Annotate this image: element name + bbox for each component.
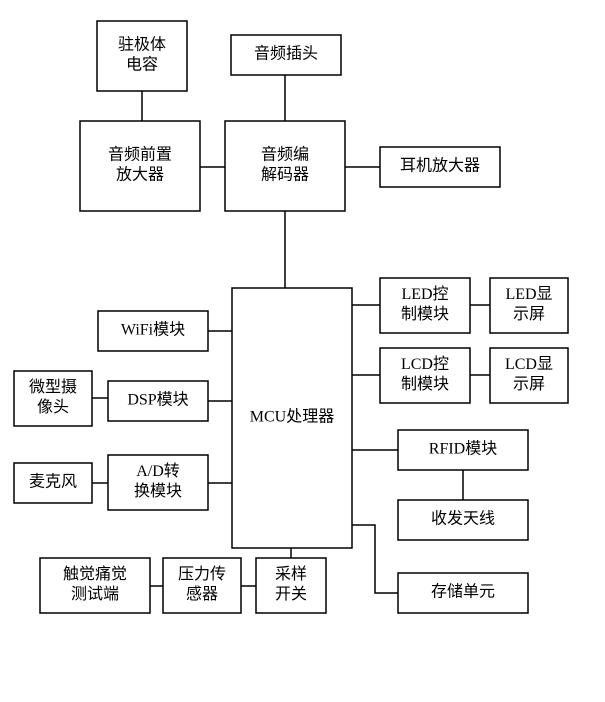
node-label: 音频插头: [254, 45, 318, 63]
node-led_disp: LED显示屏: [490, 278, 568, 333]
node-dsp: DSP模块: [108, 381, 208, 421]
node-label: 微型摄: [29, 378, 77, 396]
node-label: LCD控: [401, 355, 449, 373]
node-label: 麦克风: [29, 473, 77, 491]
node-label: 开关: [275, 585, 307, 603]
node-label: LCD显: [505, 356, 553, 373]
node-audio_plug: 音频插头: [231, 35, 341, 75]
node-label: 收发天线: [431, 510, 495, 528]
node-label: 换模块: [134, 482, 182, 500]
node-led_ctrl: LED控制模块: [380, 278, 470, 333]
node-storage: 存储单元: [398, 573, 528, 613]
node-label: 制模块: [401, 375, 449, 393]
node-label: 测试端: [71, 585, 119, 603]
node-electret_cap: 驻极体电容: [97, 21, 187, 91]
node-hp_amp: 耳机放大器: [380, 147, 500, 187]
node-label: 压力传: [178, 565, 226, 583]
node-label: 音频前置: [108, 146, 172, 164]
node-label: 示屏: [513, 376, 545, 393]
node-label: LED显: [505, 286, 552, 303]
node-mcu: MCU处理器: [232, 288, 352, 548]
node-label: WiFi模块: [121, 321, 185, 339]
node-sample_sw: 采样开关: [256, 558, 326, 613]
node-label: 感器: [186, 585, 218, 603]
node-label: 解码器: [261, 166, 309, 184]
node-rfid: RFID模块: [398, 430, 528, 470]
node-tactile: 触觉痛觉测试端: [40, 558, 150, 613]
node-label: 采样: [275, 565, 307, 583]
node-label: 制模块: [401, 305, 449, 323]
node-mic: 麦克风: [14, 463, 92, 503]
node-label: RFID模块: [429, 440, 497, 458]
node-antenna: 收发天线: [398, 500, 528, 540]
node-lcd_disp: LCD显示屏: [490, 348, 568, 403]
node-label: A/D转: [136, 462, 180, 480]
node-wifi: WiFi模块: [98, 311, 208, 351]
node-label: 耳机放大器: [400, 157, 480, 175]
node-label: LED控: [401, 285, 448, 303]
node-label: 存储单元: [431, 583, 495, 601]
node-label: 音频编: [261, 146, 309, 164]
node-adc: A/D转换模块: [108, 455, 208, 510]
node-pressure: 压力传感器: [163, 558, 241, 613]
node-label: MCU处理器: [250, 408, 334, 426]
node-label: 像头: [37, 398, 69, 416]
node-label: 触觉痛觉: [63, 565, 127, 583]
node-label: 放大器: [116, 166, 164, 184]
node-label: 电容: [126, 56, 158, 74]
node-label: 示屏: [513, 306, 545, 323]
node-label: 驻极体: [118, 36, 166, 54]
node-audio_preamp: 音频前置放大器: [80, 121, 200, 211]
node-audio_codec: 音频编解码器: [225, 121, 345, 211]
node-mini_cam: 微型摄像头: [14, 371, 92, 426]
node-lcd_ctrl: LCD控制模块: [380, 348, 470, 403]
edge: [352, 525, 398, 593]
node-label: DSP模块: [127, 391, 188, 409]
